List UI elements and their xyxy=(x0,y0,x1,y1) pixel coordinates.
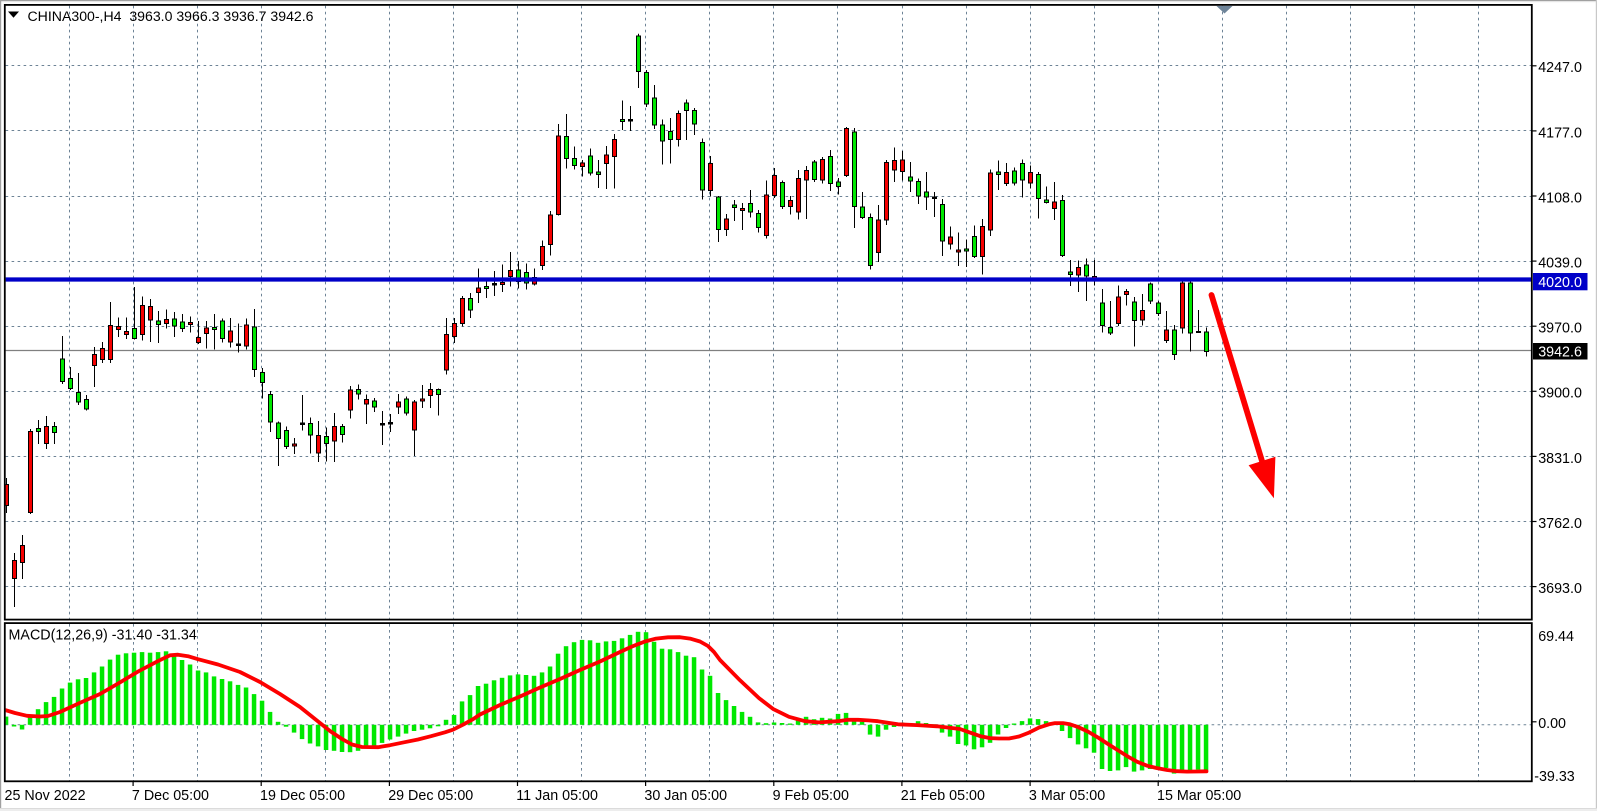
svg-text:25 Nov 2022: 25 Nov 2022 xyxy=(5,788,86,804)
svg-text:21 Feb 05:00: 21 Feb 05:00 xyxy=(901,788,985,804)
svg-text:30 Jan 05:00: 30 Jan 05:00 xyxy=(644,788,727,804)
svg-text:7 Dec 05:00: 7 Dec 05:00 xyxy=(132,788,209,804)
svg-text:MACD(12,26,9) -31.40 -31.34: MACD(12,26,9) -31.40 -31.34 xyxy=(9,628,197,644)
svg-text:11 Jan 05:00: 11 Jan 05:00 xyxy=(516,788,598,804)
svg-text:3 Mar 05:00: 3 Mar 05:00 xyxy=(1029,788,1105,804)
svg-text:4247.0: 4247.0 xyxy=(1538,60,1582,76)
svg-text:9 Feb 05:00: 9 Feb 05:00 xyxy=(773,788,849,804)
svg-text:3831.0: 3831.0 xyxy=(1538,451,1582,467)
svg-text:15 Mar 05:00: 15 Mar 05:00 xyxy=(1157,788,1241,804)
svg-text:4108.0: 4108.0 xyxy=(1538,190,1582,206)
svg-text:3942.6: 3942.6 xyxy=(1538,344,1582,360)
svg-text:0.00: 0.00 xyxy=(1538,716,1566,732)
svg-text:3970.0: 3970.0 xyxy=(1538,321,1582,337)
svg-text:19 Dec 05:00: 19 Dec 05:00 xyxy=(260,788,345,804)
svg-text:4177.0: 4177.0 xyxy=(1538,125,1582,141)
svg-text:3900.0: 3900.0 xyxy=(1538,386,1582,402)
svg-text:29 Dec 05:00: 29 Dec 05:00 xyxy=(388,788,473,804)
svg-text:69.44: 69.44 xyxy=(1538,629,1574,645)
svg-text:CHINA300-,H4 3963.0 3966.3 39: CHINA300-,H4 3963.0 3966.3 3936.7 3942.6 xyxy=(28,8,314,24)
svg-text:3762.0: 3762.0 xyxy=(1538,516,1582,532)
svg-text:-39.33: -39.33 xyxy=(1534,769,1575,785)
svg-text:4039.0: 4039.0 xyxy=(1538,256,1582,272)
svg-text:3693.0: 3693.0 xyxy=(1538,581,1582,597)
svg-text:4020.0: 4020.0 xyxy=(1538,275,1582,291)
